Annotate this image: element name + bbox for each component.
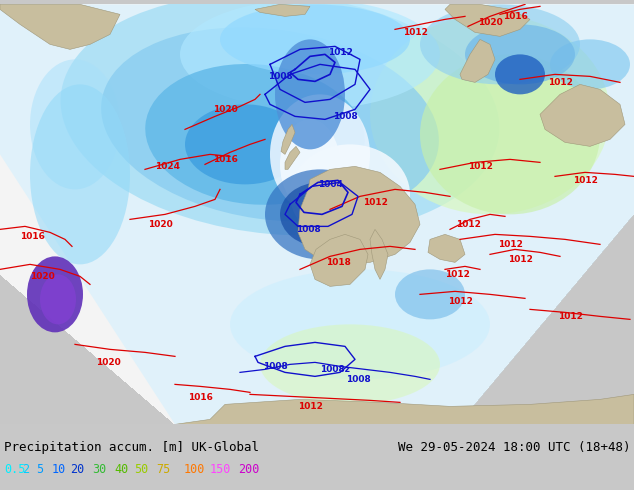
Text: 1008: 1008 xyxy=(346,375,370,384)
Text: 1020: 1020 xyxy=(96,358,120,367)
Ellipse shape xyxy=(280,182,360,246)
Text: 1016: 1016 xyxy=(503,12,527,21)
Text: 1012: 1012 xyxy=(467,162,493,171)
Ellipse shape xyxy=(275,39,345,149)
Polygon shape xyxy=(370,229,388,279)
Ellipse shape xyxy=(270,95,370,215)
Ellipse shape xyxy=(420,4,580,84)
Ellipse shape xyxy=(220,4,410,74)
Text: 1012: 1012 xyxy=(448,297,472,306)
Polygon shape xyxy=(0,4,120,49)
Ellipse shape xyxy=(550,39,630,89)
Ellipse shape xyxy=(30,59,120,189)
Text: 0.5: 0.5 xyxy=(4,463,25,476)
Text: 75: 75 xyxy=(156,463,171,476)
Text: 1008z: 1008z xyxy=(320,365,350,374)
Ellipse shape xyxy=(495,54,545,95)
Text: 1012: 1012 xyxy=(498,240,522,249)
Polygon shape xyxy=(298,167,420,265)
Ellipse shape xyxy=(101,27,439,221)
Text: 1016: 1016 xyxy=(212,155,238,164)
Ellipse shape xyxy=(465,24,575,84)
Text: We 29-05-2024 18:00 UTC (18+48): We 29-05-2024 18:00 UTC (18+48) xyxy=(398,441,630,454)
Ellipse shape xyxy=(370,14,610,215)
Ellipse shape xyxy=(420,54,600,215)
Text: 40: 40 xyxy=(114,463,128,476)
Polygon shape xyxy=(285,147,300,170)
Ellipse shape xyxy=(260,324,440,404)
Text: 50: 50 xyxy=(134,463,148,476)
Ellipse shape xyxy=(230,270,490,379)
Text: 1024: 1024 xyxy=(155,162,181,171)
Text: 1020: 1020 xyxy=(148,220,172,229)
Text: 1020: 1020 xyxy=(212,105,237,114)
Ellipse shape xyxy=(27,256,83,332)
Text: 1012: 1012 xyxy=(328,48,353,57)
Polygon shape xyxy=(460,39,495,82)
Ellipse shape xyxy=(290,145,410,245)
Ellipse shape xyxy=(40,274,76,324)
Text: 1012: 1012 xyxy=(508,255,533,264)
Polygon shape xyxy=(281,124,295,154)
Polygon shape xyxy=(310,234,368,286)
Text: 1012: 1012 xyxy=(363,198,387,207)
Text: 30: 30 xyxy=(92,463,107,476)
Text: 1008: 1008 xyxy=(268,72,292,81)
Text: 5: 5 xyxy=(36,463,43,476)
Text: 1012: 1012 xyxy=(573,176,597,185)
Ellipse shape xyxy=(280,120,340,209)
Text: 1008: 1008 xyxy=(333,112,358,121)
Text: 1012: 1012 xyxy=(444,270,469,279)
Ellipse shape xyxy=(145,64,365,205)
Text: 1016: 1016 xyxy=(188,393,212,402)
Ellipse shape xyxy=(180,0,440,109)
Ellipse shape xyxy=(395,270,465,319)
Polygon shape xyxy=(445,4,530,36)
Text: 1012: 1012 xyxy=(548,78,573,87)
Text: 1004: 1004 xyxy=(318,180,342,189)
Polygon shape xyxy=(255,4,310,16)
Text: 1012: 1012 xyxy=(456,220,481,229)
Ellipse shape xyxy=(265,170,375,259)
Text: 20: 20 xyxy=(70,463,84,476)
Ellipse shape xyxy=(185,104,305,184)
Text: 10: 10 xyxy=(52,463,66,476)
Polygon shape xyxy=(540,84,625,147)
Text: 1012: 1012 xyxy=(557,312,583,321)
Polygon shape xyxy=(175,394,634,424)
Text: 100: 100 xyxy=(184,463,205,476)
Text: 1020: 1020 xyxy=(477,18,502,27)
Text: 1008: 1008 xyxy=(295,225,320,234)
Text: 1020: 1020 xyxy=(30,272,55,281)
Text: 1012: 1012 xyxy=(297,402,323,411)
Polygon shape xyxy=(0,4,634,424)
Text: 150: 150 xyxy=(210,463,231,476)
Text: 1016: 1016 xyxy=(20,232,44,241)
Text: 200: 200 xyxy=(238,463,259,476)
Ellipse shape xyxy=(61,0,500,236)
Text: 1008: 1008 xyxy=(262,362,287,371)
Text: 1018: 1018 xyxy=(326,258,351,267)
Ellipse shape xyxy=(30,84,130,265)
Text: Precipitation accum. [m] UK-Global: Precipitation accum. [m] UK-Global xyxy=(4,441,259,454)
Polygon shape xyxy=(428,234,465,262)
Text: 1012: 1012 xyxy=(403,28,427,37)
Text: 2: 2 xyxy=(22,463,29,476)
